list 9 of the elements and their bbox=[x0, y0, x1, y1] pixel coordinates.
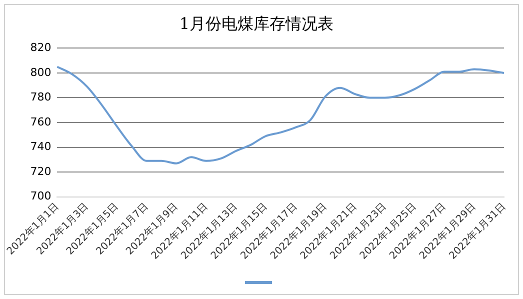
y-tick-label: 760 bbox=[30, 115, 52, 128]
chart-title: 1月份电煤库存情况表 bbox=[179, 14, 334, 33]
y-tick-label: 720 bbox=[30, 164, 52, 178]
y-tick-label: 780 bbox=[30, 90, 52, 104]
y-tick-label: 700 bbox=[30, 190, 52, 203]
y-tick-label: 740 bbox=[30, 140, 52, 154]
y-tick-label: 820 bbox=[30, 41, 52, 54]
y-tick-label: 800 bbox=[30, 66, 52, 79]
line-series bbox=[56, 66, 505, 164]
